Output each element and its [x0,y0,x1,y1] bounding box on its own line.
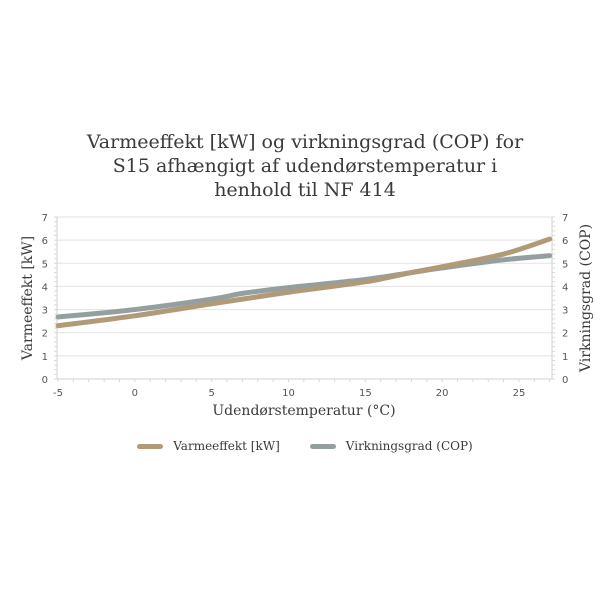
svg-text:1: 1 [42,352,48,363]
chart-title: Varmeeffekt [kW] og virkningsgrad (COP) … [0,130,610,202]
svg-text:7: 7 [42,213,48,224]
x-axis-title: Udendørstemperatur (°C) [212,403,395,419]
svg-text:2: 2 [42,329,48,340]
chart-title-line-3: henhold til NF 414 [214,179,396,201]
svg-text:10: 10 [282,388,295,399]
legend-swatch [137,443,164,449]
axes [54,216,555,382]
y2-axis-title: Virkningsgrad (COP) [578,224,594,373]
series-line-0 [55,236,553,329]
data-series [55,236,553,329]
svg-text:2: 2 [562,329,568,340]
svg-text:20: 20 [436,388,449,399]
svg-text:4: 4 [562,282,568,293]
chart-title-line-1: Varmeeffekt [kW] og virkningsgrad (COP) … [86,131,524,153]
svg-text:-5: -5 [53,388,63,399]
svg-text:4: 4 [42,282,48,293]
svg-text:5: 5 [42,259,48,270]
svg-text:15: 15 [359,388,372,399]
y-axis-title: Varmeeffekt [kW] [20,236,36,361]
gridlines [57,216,552,380]
legend-item-varmeeffekt: Varmeeffekt [kW] [137,439,280,453]
svg-text:3: 3 [562,306,568,317]
chart-title-line-2: S15 afhængigt af udendørstemperatur i [112,155,498,177]
tick-labels: 0 1 2 3 4 5 6 7 0 1 2 3 4 5 6 7 -5 0 5 10 15 20 25 [42,213,569,399]
series-line-1 [55,253,553,320]
svg-text:3: 3 [42,306,48,317]
legend-label: Virkningsgrad (COP) [345,439,473,453]
svg-text:1: 1 [562,352,568,363]
svg-text:6: 6 [42,236,48,247]
legend-item-cop: Virkningsgrad (COP) [309,439,473,453]
legend: Varmeeffekt [kW] Virkningsgrad (COP) [0,439,610,453]
svg-text:25: 25 [513,388,526,399]
svg-text:7: 7 [562,213,568,224]
svg-text:0: 0 [562,375,568,386]
legend-swatch [309,443,336,449]
legend-label: Varmeeffekt [kW] [173,439,280,453]
svg-text:6: 6 [562,236,568,247]
svg-text:0: 0 [132,388,138,399]
svg-text:0: 0 [42,375,48,386]
svg-text:5: 5 [562,259,568,270]
svg-text:5: 5 [208,388,214,399]
